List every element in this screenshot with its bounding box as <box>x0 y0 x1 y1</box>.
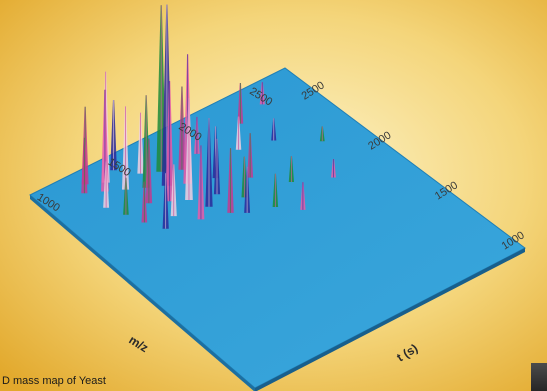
surface-peak <box>194 116 200 154</box>
surface-peak <box>170 164 177 217</box>
surface-peak <box>237 82 244 124</box>
surface-peak <box>110 99 117 171</box>
surface-peak <box>244 166 251 213</box>
surface-peak <box>162 173 169 229</box>
surface-peak <box>213 138 221 195</box>
surface-peak <box>271 118 277 141</box>
surface-peak <box>165 81 174 202</box>
surface-peak <box>300 182 306 210</box>
surface-peak <box>121 106 130 190</box>
surface-peak <box>331 159 337 178</box>
surface-peak <box>227 148 234 213</box>
surface-peak <box>259 82 265 105</box>
surface-peak <box>123 177 129 215</box>
surface-peak <box>137 112 144 174</box>
surface-peak <box>205 118 213 207</box>
surface-peak <box>178 86 186 170</box>
surface-peak <box>141 181 148 223</box>
surface-peak <box>197 145 205 220</box>
surface-peak <box>288 156 295 183</box>
surface-peak <box>145 138 153 204</box>
surface-peak <box>272 173 279 208</box>
surface-peak <box>319 126 325 142</box>
surface-peak <box>185 98 193 200</box>
surface-peak <box>103 161 110 208</box>
surface-peak <box>81 137 88 194</box>
surface-peak <box>247 133 254 178</box>
figure-caption: D mass map of Yeast <box>2 375 106 387</box>
corner-tab <box>531 363 547 391</box>
surface-peak <box>235 116 242 150</box>
plane-edge-left <box>30 195 255 391</box>
plane-edge-right <box>255 248 525 391</box>
